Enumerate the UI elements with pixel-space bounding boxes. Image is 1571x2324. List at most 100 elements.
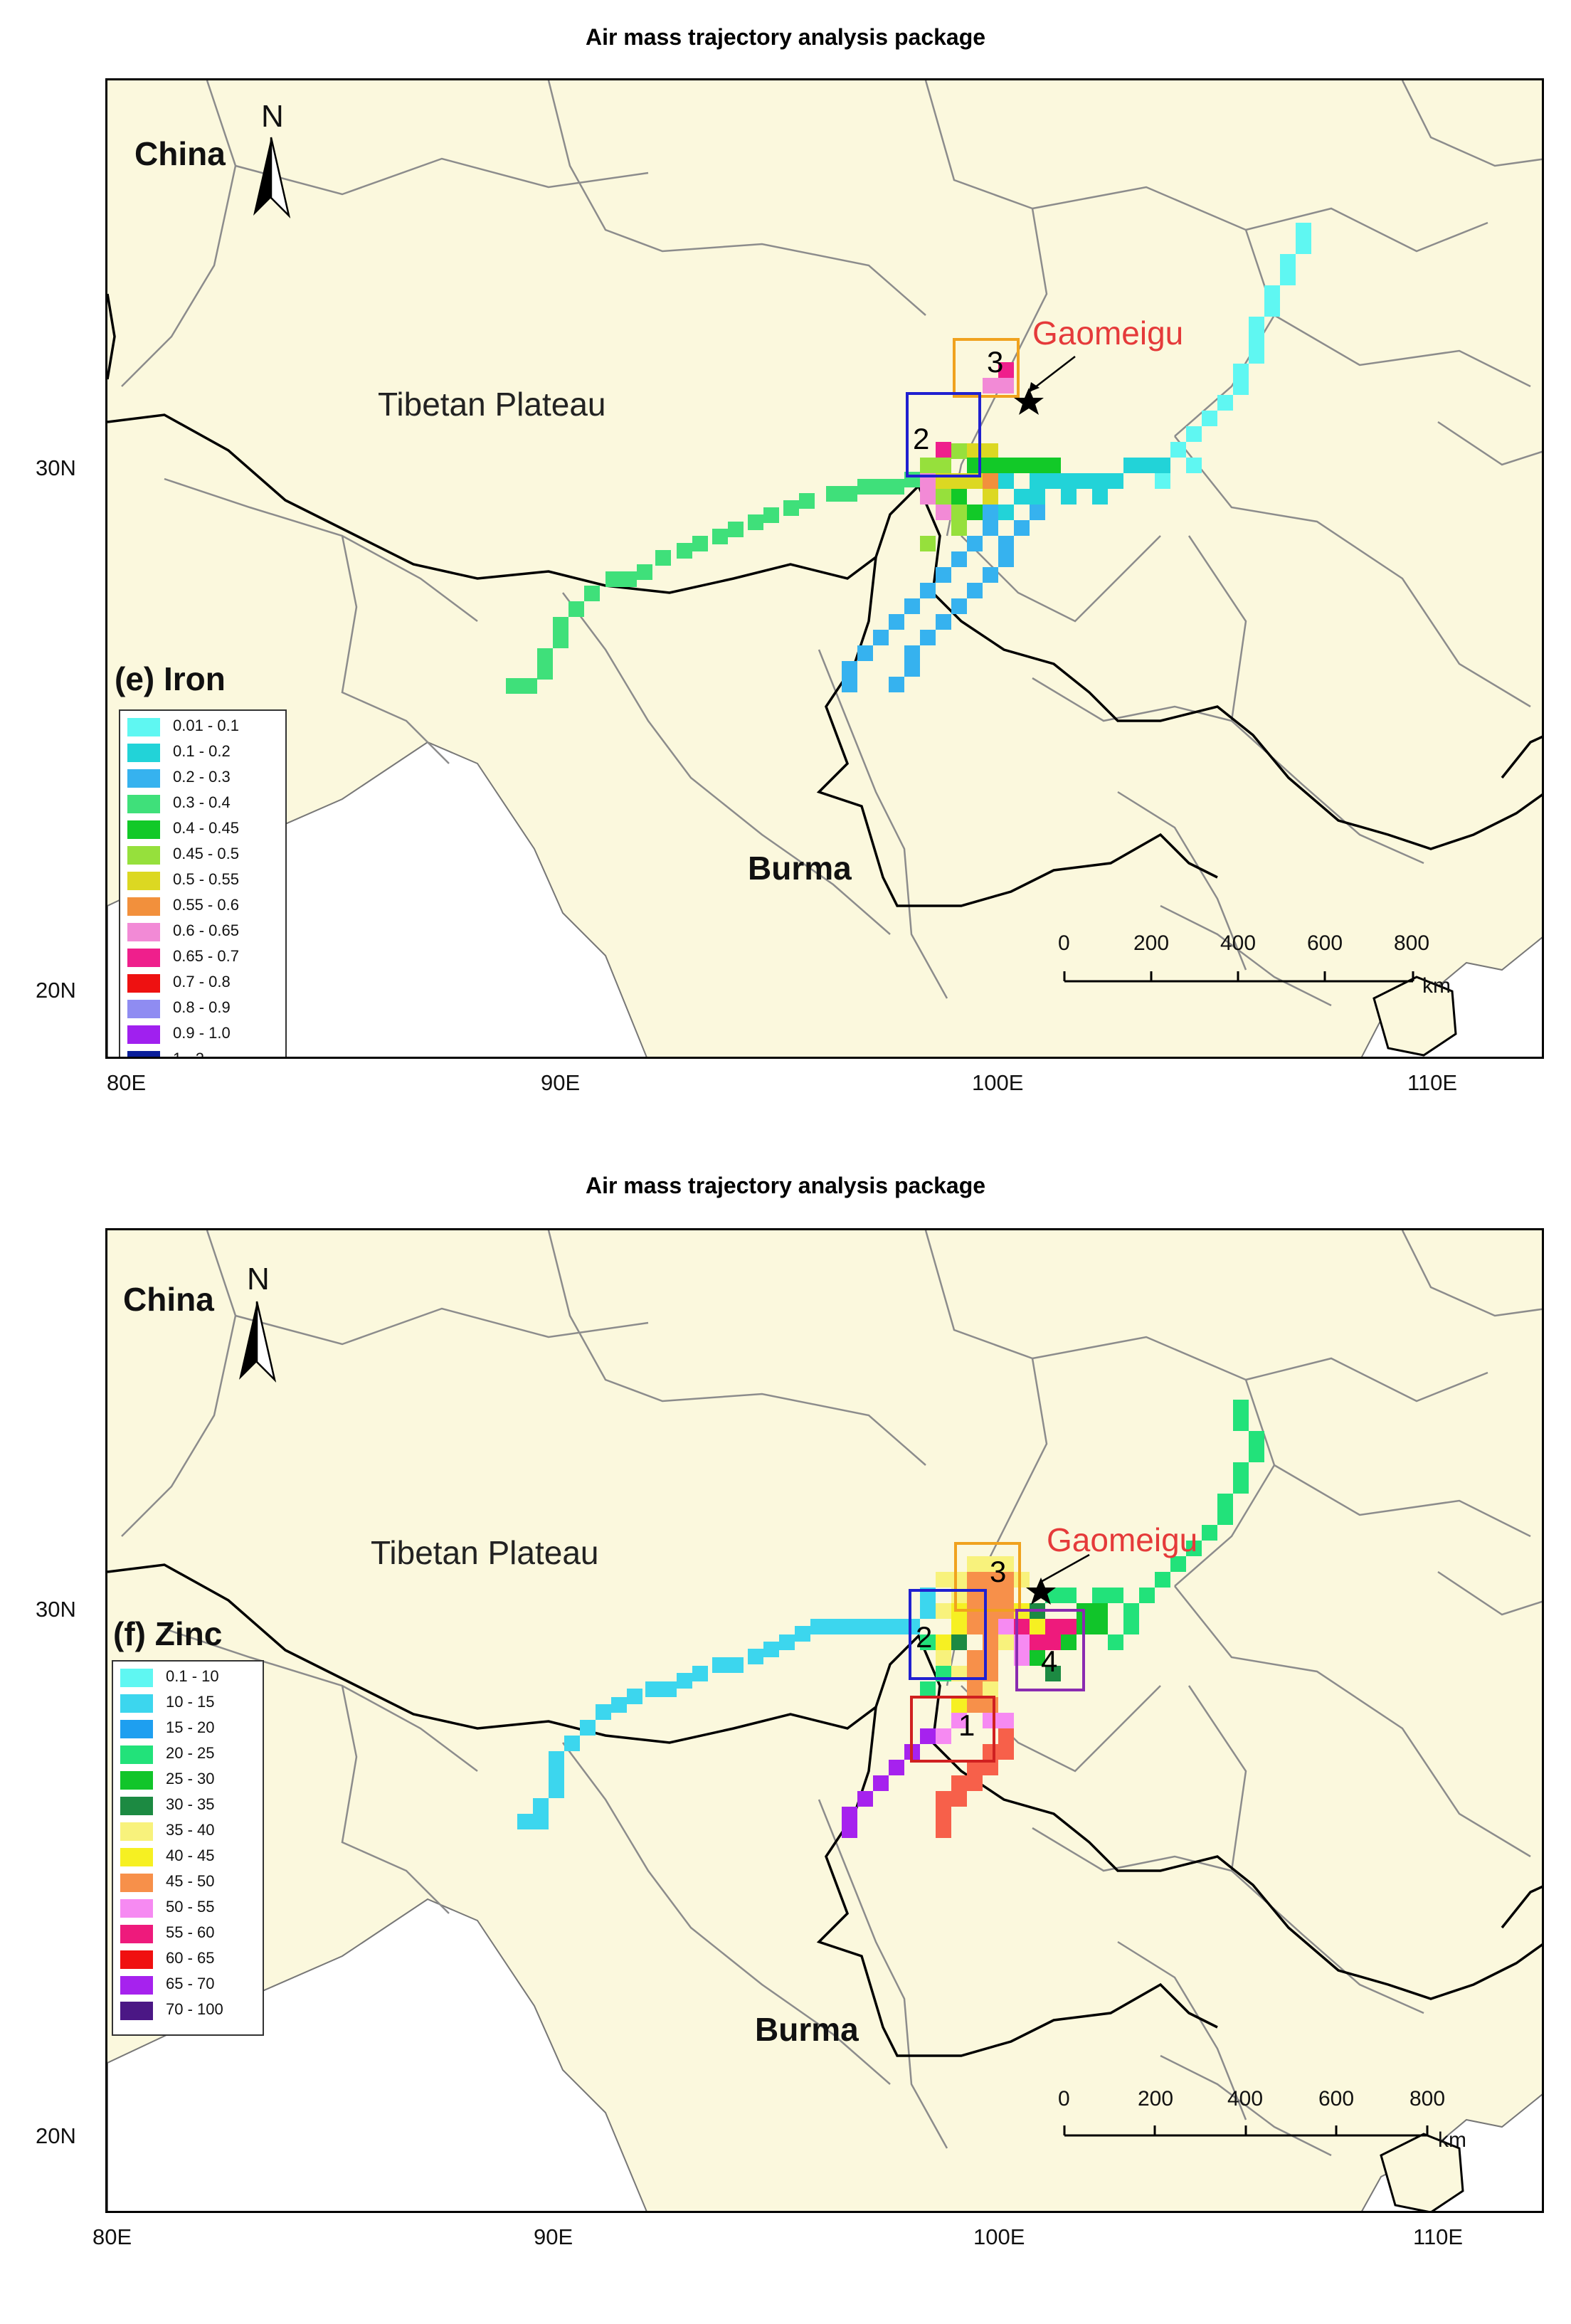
lon-tick-100e: 100E [972, 1070, 1024, 1095]
legend-swatch [127, 1025, 160, 1044]
legend-swatch [120, 1822, 153, 1841]
legend-swatch [127, 923, 160, 941]
legend-item: 0.65 - 0.7 [127, 946, 305, 971]
scale-tick-label: 600 [1307, 931, 1343, 955]
scale-tick-label: 200 [1133, 931, 1170, 955]
hainan-island [1380, 2133, 1464, 2211]
region-box-3 [954, 1542, 1021, 1612]
north-arrow [239, 1301, 257, 1380]
scale-tick-label: 0 [1058, 2087, 1070, 2111]
label-gaomeigu: Gaomeigu [1047, 1521, 1198, 1558]
legend-label: 45 - 50 [166, 1872, 215, 1890]
legend-item: 0.2 - 0.3 [127, 766, 305, 792]
legend: 0.1 - 10 10 - 15 15 - 20 20 - 25 25 - 30… [112, 1660, 264, 2036]
legend-label: 35 - 40 [166, 1821, 215, 1839]
legend-label: 0.7 - 0.8 [173, 973, 231, 991]
legend-swatch [120, 2002, 153, 2020]
region-box-3 [953, 338, 1020, 398]
legend-swatch [127, 820, 160, 839]
scale-tick-label: 800 [1409, 2087, 1446, 2111]
lat-tick-20n: 20N [36, 978, 76, 1003]
scale-tick-label: 800 [1394, 931, 1430, 955]
legend-item: 10 - 15 [120, 1691, 298, 1717]
lon-tick-80e: 80E [92, 2224, 132, 2249]
legend-item: 65 - 70 [120, 1973, 298, 1999]
legend-label: 0.5 - 0.55 [173, 870, 239, 888]
north-letter: N [261, 99, 284, 134]
lon-tick-90e: 90E [541, 1070, 581, 1095]
legend-swatch [120, 1694, 153, 1713]
legend: 0.01 - 0.1 0.1 - 0.2 0.2 - 0.3 0.3 - 0.4… [119, 709, 287, 1057]
region-number-4: 4 [1041, 1644, 1058, 1678]
legend-label: 15 - 20 [166, 1718, 215, 1736]
legend-swatch [120, 1899, 153, 1918]
legend-label: 0.1 - 0.2 [173, 742, 231, 760]
lat-tick-30n: 30N [36, 455, 76, 480]
legend-swatch [127, 846, 160, 865]
legend-label: 0.4 - 0.45 [173, 819, 239, 837]
gaomeigu-star [1014, 388, 1044, 415]
legend-label: 40 - 45 [166, 1847, 215, 1864]
legend-item: 0.5 - 0.55 [127, 869, 305, 894]
label-tibetan-plateau: Tibetan Plateau [378, 386, 606, 423]
legend-swatch [127, 718, 160, 736]
legend-swatch [120, 1669, 153, 1687]
legend-label: 0.65 - 0.7 [173, 947, 239, 965]
scale-bar [1063, 2125, 1429, 2137]
legend-swatch [127, 949, 160, 967]
legend-label: 0.9 - 1.0 [173, 1024, 231, 1042]
label-burma: Burma [748, 850, 852, 887]
label-burma: Burma [755, 2011, 859, 2048]
legend-swatch [127, 769, 160, 788]
legend-item: 25 - 30 [120, 1768, 298, 1794]
legend-swatch [127, 974, 160, 993]
legend-swatch [120, 1745, 153, 1764]
region-box-4 [1015, 1609, 1085, 1691]
legend-swatch [120, 1848, 153, 1866]
legend-swatch [120, 1950, 153, 1969]
lon-tick-80e: 80E [107, 1070, 147, 1095]
region-box-2 [909, 1589, 987, 1680]
legend-item: 0.8 - 0.9 [127, 997, 305, 1023]
legend-item: 15 - 20 [120, 1717, 298, 1743]
label-gaomeigu: Gaomeigu [1032, 315, 1184, 352]
legend-label: 20 - 25 [166, 1744, 215, 1762]
map-canvas [107, 80, 1542, 1057]
legend-swatch [120, 1976, 153, 1995]
legend-swatch [127, 744, 160, 762]
legend-item: 20 - 25 [120, 1743, 298, 1768]
panel-title: Air mass trajectory analysis package [585, 1173, 986, 1198]
lat-tick-30n: 30N [36, 1597, 76, 1622]
north-letter: N [247, 1262, 270, 1296]
trajectory-cells-zinc [517, 1400, 1264, 1838]
legend-swatch [120, 1797, 153, 1815]
legend-item: 60 - 65 [120, 1948, 298, 1973]
legend-item: 55 - 60 [120, 1922, 298, 1948]
map-frame: China N Tibetan Plateau Burma Gaomeigu 3… [105, 78, 1544, 1059]
legend-swatch [127, 1000, 160, 1018]
legend-swatch [127, 897, 160, 916]
map-frame: China N Tibetan Plateau Burma Gaomeigu 3… [105, 1228, 1544, 2213]
legend-label: 0.01 - 0.1 [173, 717, 239, 734]
region-number-3: 3 [990, 1555, 1007, 1588]
legend-swatch [120, 1874, 153, 1892]
legend-item: 0.55 - 0.6 [127, 894, 305, 920]
legend-item: 0.6 - 0.65 [127, 920, 305, 946]
lon-tick-110e: 110E [1413, 2224, 1464, 2249]
legend-swatch [127, 1051, 160, 1057]
lon-tick-100e: 100E [973, 2224, 1025, 2249]
label-china: China [123, 1281, 214, 1318]
scale-tick-label: 400 [1220, 931, 1257, 955]
scale-tick-label: 600 [1318, 2087, 1355, 2111]
trajectory-cells-iron [506, 223, 1311, 694]
legend-label: 0.8 - 0.9 [173, 998, 231, 1016]
legend-swatch [120, 1720, 153, 1738]
legend-item: 70 - 100 [120, 1999, 298, 2024]
legend-label: 0.1 - 10 [166, 1667, 219, 1685]
scale-bar [1063, 971, 1414, 983]
panel-title: Air mass trajectory analysis package [585, 24, 986, 50]
region-number-3: 3 [987, 345, 1004, 379]
legend-swatch [120, 1925, 153, 1943]
scale-tick-label: 0 [1058, 931, 1070, 955]
legend-label: 0.3 - 0.4 [173, 793, 231, 811]
